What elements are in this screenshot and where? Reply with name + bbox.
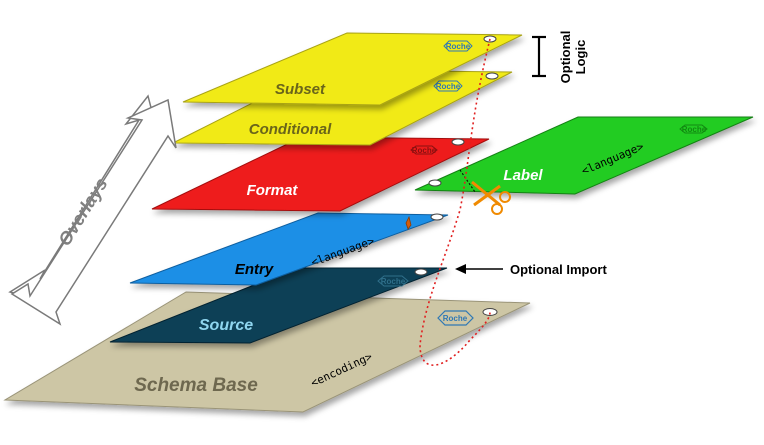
entry-label: Entry bbox=[235, 261, 274, 278]
schema-base-label: Schema Base bbox=[134, 375, 258, 396]
hole-marker bbox=[414, 268, 428, 276]
logo-badge: Roche bbox=[679, 124, 708, 134]
thread-line bbox=[419, 38, 491, 366]
logo-badge: Roche bbox=[410, 145, 438, 155]
layer-subset: Subset Roche bbox=[182, 32, 523, 106]
format-logo: Roche bbox=[412, 146, 437, 155]
layer-conditional: Conditional Roche bbox=[172, 69, 513, 146]
layer-schema-base: Schema Base <encoding> Roche bbox=[3, 291, 531, 413]
logo-badge: Roche bbox=[377, 275, 409, 287]
hole-marker bbox=[428, 179, 442, 187]
subset-logo: Roche bbox=[446, 42, 471, 51]
optional-import-arrow: Optional Import bbox=[455, 262, 607, 277]
optional-import-label: Optional Import bbox=[510, 262, 607, 277]
layer-label: Label <language> Roche bbox=[414, 116, 754, 195]
optional-logic-label-line1: Optional bbox=[558, 31, 573, 84]
schema-base-logo: Roche bbox=[443, 314, 468, 323]
cut-line bbox=[459, 169, 476, 193]
hole-marker bbox=[485, 72, 499, 80]
hole-marker bbox=[482, 308, 498, 316]
logo-badge: Roche bbox=[437, 310, 474, 326]
double-arrow: Overlays bbox=[8, 94, 177, 326]
optional-logic-label-line2: Logic bbox=[573, 40, 588, 75]
conditional-label: Conditional bbox=[249, 121, 332, 138]
format-label: Format bbox=[247, 182, 299, 199]
label-label: Label bbox=[503, 167, 543, 184]
logo-badge: Roche bbox=[443, 40, 473, 52]
scissors-icon bbox=[471, 180, 511, 215]
conditional-logo: Roche bbox=[436, 82, 461, 91]
hole-marker bbox=[430, 213, 444, 221]
layer-format: Format Roche bbox=[151, 136, 490, 212]
subset-label: Subset bbox=[275, 81, 326, 98]
layer-source: Source Roche bbox=[109, 267, 448, 344]
hole-marker bbox=[451, 138, 465, 146]
cursor-icon bbox=[405, 215, 412, 230]
source-logo: Roche bbox=[381, 277, 406, 286]
optional-logic-bracket: Optional Logic bbox=[532, 31, 588, 84]
logo-badge: Roche bbox=[433, 80, 463, 92]
label-logo: Roche bbox=[682, 125, 707, 134]
source-label: Source bbox=[199, 317, 253, 334]
